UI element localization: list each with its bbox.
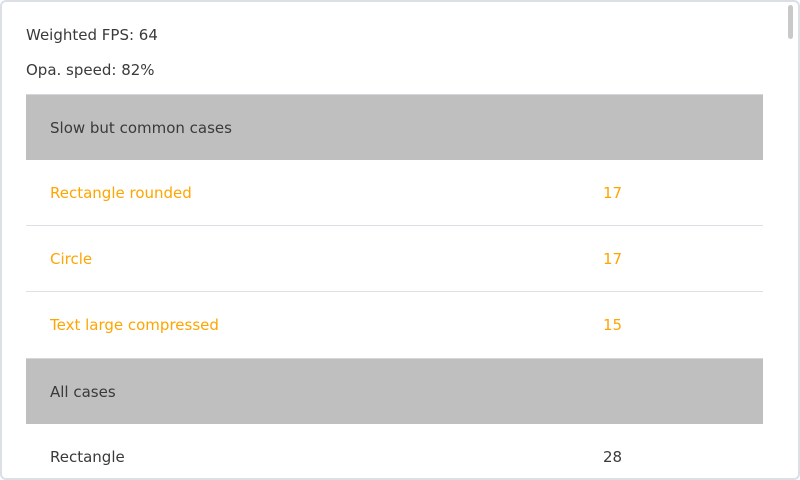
case-fps: 28 xyxy=(603,448,623,466)
table-row: Circle 17 xyxy=(26,226,763,292)
case-name: Rectangle rounded xyxy=(50,184,192,202)
case-name: Text large compressed xyxy=(50,316,219,334)
section-header: Slow but common cases xyxy=(26,94,763,160)
vertical-scrollbar[interactable] xyxy=(788,5,793,39)
case-fps: 17 xyxy=(603,250,623,268)
table-row: Text large compressed 15 xyxy=(26,292,763,358)
case-fps: 15 xyxy=(603,316,623,334)
table-row: Rectangle 28 xyxy=(26,424,763,478)
table-row: Rectangle rounded 17 xyxy=(26,160,763,226)
weighted-fps-label: Weighted FPS: 64 xyxy=(26,26,158,44)
opa-speed-label: Opa. speed: 82% xyxy=(26,61,155,79)
results-table: Slow but common cases Rectangle rounded … xyxy=(26,94,763,478)
section-title: All cases xyxy=(50,383,116,401)
case-name: Circle xyxy=(50,250,93,268)
case-fps: 17 xyxy=(603,184,623,202)
case-name: Rectangle xyxy=(50,448,125,466)
section-header: All cases xyxy=(26,358,763,424)
section-title: Slow but common cases xyxy=(50,119,232,137)
